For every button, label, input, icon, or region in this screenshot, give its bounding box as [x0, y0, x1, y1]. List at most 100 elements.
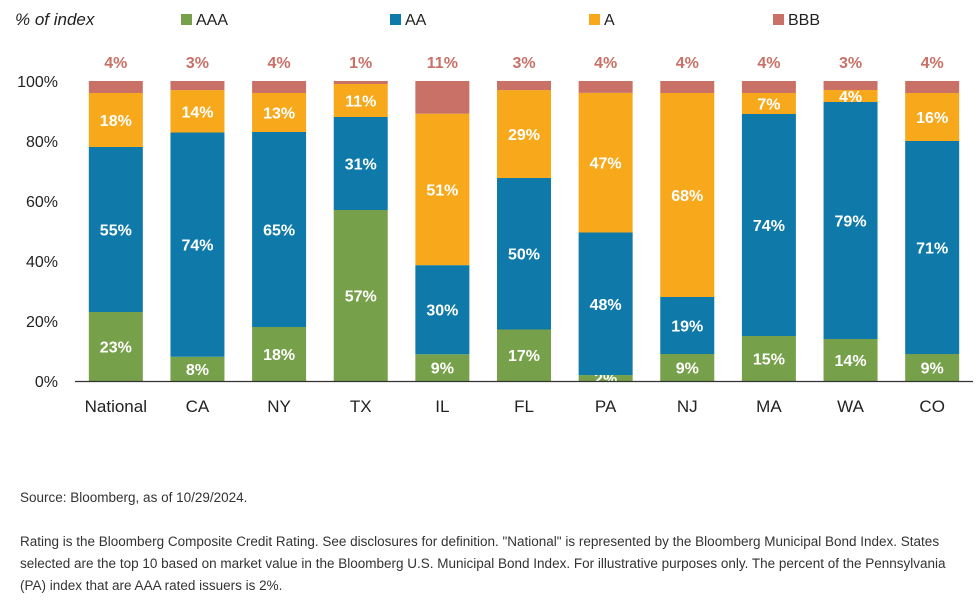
stacked-bar-chart: % of index AAA AA A BBB 0%20%40%60%80%100% …: [15, 10, 973, 416]
bar-segment-a: [333, 84, 388, 117]
data-label-aaa: 15%: [753, 352, 785, 369]
data-label-a: 7%: [757, 97, 780, 114]
bar-segment-aa: [333, 117, 388, 210]
y-tick-label: 40%: [26, 254, 58, 271]
bar-segment-a: [823, 90, 878, 102]
data-label-aaa: 8%: [186, 362, 209, 379]
bar-segment-aaa: [578, 375, 633, 381]
data-label-aa: 71%: [916, 241, 948, 258]
bar-segment-bbb: [741, 81, 796, 93]
legend: AAA AA A BBB: [181, 12, 820, 29]
legend-label-aa: AA: [405, 12, 427, 29]
x-tick-label: TX: [350, 397, 372, 416]
data-label-aa: 74%: [753, 218, 785, 235]
data-label-bbb: 4%: [104, 55, 127, 72]
data-label-aaa: 2%: [594, 371, 617, 388]
bar-segment-aaa: [823, 339, 878, 381]
data-label-a: 4%: [839, 89, 862, 106]
y-tick-label: 0%: [35, 374, 58, 391]
data-label-aaa: 17%: [508, 348, 540, 365]
data-label-bbb: 4%: [268, 55, 291, 72]
bar-segment-aa: [497, 177, 551, 330]
data-label-a: 16%: [916, 110, 948, 127]
x-tick-label: IL: [435, 397, 449, 416]
x-tick-label: NJ: [677, 397, 698, 416]
y-axis-title: % of index: [15, 10, 95, 29]
bars: 23% 55% 18% 8% 74% 14% 18% 65% 13% 57% 31% 11% 9% 30%…: [88, 81, 960, 388]
x-tick-label: National: [85, 397, 147, 416]
data-label-bbb: 3%: [839, 55, 862, 72]
bar-segment-bbb: [905, 81, 960, 93]
disclaimer-note: Rating is the Bloomberg Composite Credit…: [20, 534, 946, 593]
bar-segment-a: [252, 93, 307, 132]
data-label-bbb: 4%: [757, 55, 780, 72]
bar-segment-bbb: [660, 81, 715, 93]
bar-segment-aa: [823, 102, 878, 339]
data-label-aa: 31%: [345, 157, 377, 174]
data-label-aaa: 9%: [921, 361, 944, 378]
bar-segment-aaa: [88, 312, 143, 381]
bar-segment-a: [170, 90, 225, 133]
bar-segment-aa: [660, 297, 715, 354]
bar-segment-a: [88, 93, 143, 147]
legend-swatch-aaa: [181, 14, 192, 25]
data-label-aaa: 23%: [100, 340, 132, 357]
bar-segment-aaa: [170, 356, 225, 381]
legend-swatch-bbb: [773, 14, 784, 25]
y-axis: 0% 20% 40% 60% 80% 100%: [17, 74, 58, 391]
y-tick-label: 20%: [26, 314, 58, 331]
bar-segment-bbb: [88, 81, 143, 93]
data-label-aaa: 18%: [263, 347, 295, 364]
legend-label-aaa: AAA: [196, 12, 228, 29]
bar-segment-bbb: [578, 81, 633, 93]
data-label-aaa: 9%: [676, 361, 699, 378]
data-label-a: 29%: [508, 127, 540, 144]
x-tick-label: PA: [595, 397, 617, 416]
bbb-top-labels: 4% 3% 4% 1% 11% 3% 4% 4% 4% 3% 4%: [104, 55, 943, 72]
y-tick-label: 60%: [26, 194, 58, 211]
data-label-aa: 79%: [835, 214, 867, 231]
bar-segment-aa: [170, 132, 225, 357]
bar-segment-bbb: [170, 81, 225, 91]
bar-segment-aa: [415, 265, 470, 355]
bar-segment-aaa: [333, 210, 388, 381]
bar-segment-bbb: [252, 81, 307, 93]
bar-segment-a: [578, 92, 633, 233]
bar-segment-aa: [252, 132, 307, 327]
bar-segment-bbb: [823, 81, 878, 90]
data-label-aa: 74%: [181, 238, 213, 255]
data-label-a: 11%: [345, 94, 376, 111]
data-label-aa: 30%: [426, 303, 458, 320]
data-label-a: 13%: [263, 106, 295, 123]
x-tick-label: NY: [267, 397, 291, 416]
data-label-a: 51%: [426, 182, 458, 199]
data-label-bbb: 4%: [921, 55, 944, 72]
bar-segment-bbb: [415, 81, 470, 114]
y-tick-label: 100%: [17, 74, 58, 91]
bar-segment-aa: [88, 147, 143, 312]
data-label-aaa: 9%: [431, 361, 454, 378]
data-label-a: 18%: [100, 113, 132, 130]
x-tick-label: CA: [186, 397, 210, 416]
data-label-a: 47%: [590, 156, 622, 173]
bar-segment-aaa: [497, 329, 551, 381]
x-tick-label: CO: [919, 397, 945, 416]
bar-segment-aaa: [415, 354, 470, 381]
x-tick-label: MA: [756, 397, 782, 416]
data-label-bbb: 11%: [427, 55, 458, 72]
bar-segment-a: [741, 93, 796, 114]
legend-swatch-aa: [390, 14, 401, 25]
data-label-bbb: 4%: [676, 55, 699, 72]
x-tick-label: FL: [514, 397, 534, 416]
data-label-aaa: 14%: [835, 353, 867, 370]
bar-segment-a: [497, 90, 551, 178]
data-label-bbb: 1%: [349, 55, 372, 72]
data-label-aa: 19%: [671, 319, 703, 336]
legend-label-bbb: BBB: [788, 12, 820, 29]
legend-label-a: A: [604, 12, 615, 29]
data-label-bbb: 3%: [186, 55, 209, 72]
data-label-aa: 65%: [263, 223, 295, 240]
bar-segment-bbb: [333, 81, 388, 84]
data-label-aa: 55%: [100, 223, 132, 240]
y-tick-label: 80%: [26, 134, 58, 151]
